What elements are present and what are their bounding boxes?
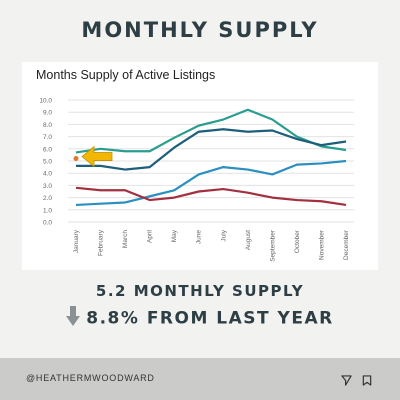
x-tick-label: November	[318, 229, 325, 260]
x-tick-label: September	[269, 229, 276, 262]
x-tick-label: May	[171, 229, 178, 242]
chart-svg: 0.0 1.0 2.0 3.0 4.0 5.0 6.0 7.0 8.0 9.0 10.0 Januar…	[39, 98, 354, 262]
y-tick-label: 9.0	[43, 110, 52, 117]
y-tick-label: 0.0	[43, 220, 52, 227]
supply-stat: 5.2 MONTHLY SUPPLY	[95, 282, 305, 300]
highlight-point	[73, 156, 79, 162]
y-tick-label: 8.0	[43, 122, 52, 129]
x-tick-label: July	[220, 229, 227, 241]
x-tick-label: January	[73, 229, 80, 253]
series-line	[76, 128, 347, 171]
y-tick-label: 1.0	[43, 207, 52, 214]
x-tick-label: October	[294, 229, 301, 253]
y-tick-label: 4.0	[43, 171, 52, 178]
down-arrow-icon	[66, 306, 81, 331]
footer-handle[interactable]: @HEATHERMWOODWARD	[26, 373, 155, 383]
x-tick-label: December	[343, 229, 350, 260]
y-tick-label: 10.0	[39, 98, 52, 105]
series-line	[75, 159, 347, 207]
y-tick-label: 5.0	[43, 159, 52, 166]
x-tick-label: June	[196, 230, 203, 244]
page-title: MONTHLY SUPPLY	[81, 18, 319, 42]
series-line	[75, 186, 347, 207]
send-icon[interactable]	[341, 375, 352, 386]
x-tick-label: March	[122, 230, 129, 248]
highlight-arrow-icon	[81, 145, 113, 168]
y-tick-label: 7.0	[43, 134, 52, 141]
chart-card: 0.0 1.0 2.0 3.0 4.0 5.0 6.0 7.0 8.0 9.0 10.0 Januar…	[22, 62, 378, 270]
footer-bar: @HEATHERMWOODWARD	[0, 358, 400, 400]
change-text: 8.8% FROM LAST YEAR	[86, 308, 334, 329]
bookmark-icon[interactable]	[362, 375, 372, 386]
series-line	[75, 108, 347, 154]
y-tick-label: 2.0	[43, 195, 52, 202]
x-tick-label: February	[98, 229, 105, 256]
y-tick-label: 3.0	[43, 183, 52, 190]
change-stat: 8.8% FROM LAST YEAR	[0, 306, 400, 331]
x-tick-label: August	[245, 230, 252, 250]
x-tick-label: April	[147, 229, 154, 243]
chart-title: Months Supply of Active Listings	[36, 68, 216, 82]
footer-icons	[336, 371, 372, 390]
y-tick-label: 6.0	[43, 146, 52, 153]
